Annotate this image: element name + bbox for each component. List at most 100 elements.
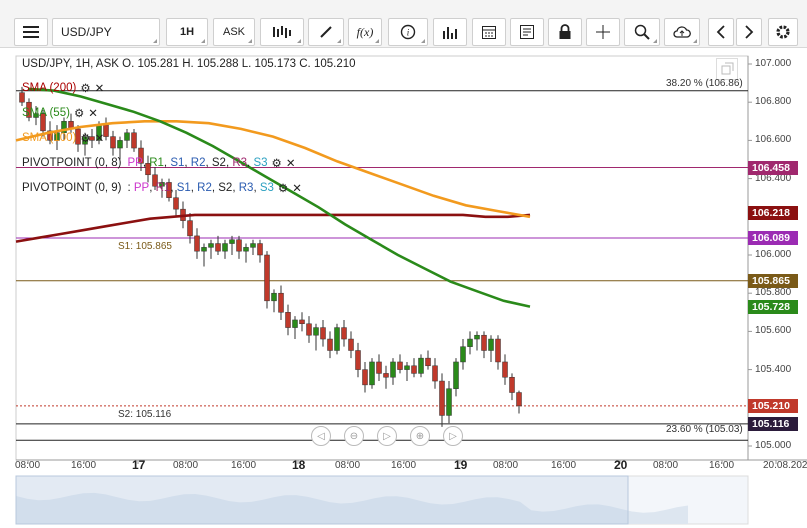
legend-sma100[interactable]: SMA (100) ⚙ ✕ (22, 131, 104, 145)
lock-icon (559, 24, 571, 39)
pivot-2-r2: R2 (197, 182, 212, 194)
dropdown-corner-icon (375, 39, 379, 43)
candle-body (341, 327, 347, 340)
legend-sma200[interactable]: SMA (200) ⚙ ✕ (22, 81, 104, 95)
dropdown-corner-icon (421, 39, 425, 43)
symbol-selector[interactable]: USD/JPY (52, 18, 160, 46)
pivot-1-pp: PP (127, 157, 143, 169)
pivot-2-s1: S1 (176, 182, 191, 194)
lock-button[interactable] (548, 18, 582, 46)
menu-button[interactable] (14, 18, 48, 46)
candle-body (481, 334, 487, 351)
previous-button[interactable] (708, 18, 734, 46)
candle-body (362, 369, 368, 386)
legend-pivot-2[interactable]: PIVOTPOINT (0, 9) : PP, R1, S1, R2, S2, … (22, 182, 302, 195)
calendar-button[interactable] (472, 18, 506, 46)
pivot-2-r3: R3 (238, 182, 254, 194)
price-type-selector[interactable]: ASK (213, 18, 255, 46)
crosshair-button[interactable] (586, 18, 620, 46)
price-chart-svg[interactable] (0, 48, 807, 528)
time-axis-label: 20 (614, 458, 628, 472)
gear-icon[interactable]: ⚙ (277, 183, 289, 195)
reset-view-button[interactable]: ▷ (377, 426, 397, 446)
candle-body (131, 132, 137, 149)
timeframe-label: 1H (179, 26, 195, 38)
time-axis-label: 16:00 (709, 460, 735, 471)
candle-body (173, 197, 179, 210)
chart-toolbar: USD/JPY 1H ASK f(x) i (0, 0, 807, 48)
candle-body (467, 338, 473, 347)
scroll-right-button[interactable]: ▷ (443, 426, 463, 446)
candle-body (215, 243, 221, 252)
price-tag: 105.865 (748, 273, 798, 288)
candle-body (26, 101, 32, 118)
candle-body (411, 365, 417, 374)
close-icon[interactable]: ✕ (94, 133, 105, 145)
svg-text:i: i (407, 28, 410, 38)
dropdown-corner-icon (153, 39, 157, 43)
candle-body (229, 239, 235, 244)
bar-chart-button[interactable] (433, 18, 467, 46)
scroll-left-button[interactable]: ◁ (311, 426, 331, 446)
fib-23-label: 23.60 % (105.03) (666, 424, 743, 435)
zoom-out-button[interactable]: ⊖ (344, 426, 364, 446)
candle-body (250, 243, 256, 248)
legend-pivot-1-label: PIVOTPOINT (0, 8) (22, 157, 122, 169)
pivot-1-r1: R1 (149, 157, 164, 169)
price-tag: 105.728 (748, 299, 798, 314)
settings-button[interactable] (768, 18, 798, 46)
dropdown-corner-icon (337, 39, 341, 43)
crosshair-icon (596, 25, 610, 39)
pivot-1-s2: S2 (211, 157, 226, 169)
function-button[interactable]: f(x) (348, 18, 382, 46)
zoom-button[interactable] (624, 18, 660, 46)
gear-icon[interactable]: ⚙ (271, 158, 282, 170)
time-axis-label: 08:00 (173, 460, 199, 471)
candle-body (243, 247, 249, 252)
candle-body (397, 361, 403, 370)
gear-icon[interactable]: ⚙ (73, 108, 85, 120)
expand-button[interactable] (716, 58, 738, 80)
indicator-icon: i (400, 24, 416, 40)
zoom-in-button[interactable]: ⊕ (410, 426, 430, 446)
news-button[interactable] (510, 18, 544, 46)
plot-frame (15, 55, 749, 461)
pivot-2-r1: R1 (155, 182, 171, 194)
chart-style-button[interactable] (260, 18, 304, 46)
candle-body (40, 113, 46, 132)
gear-icon[interactable]: ⚙ (80, 83, 91, 95)
timeframe-selector[interactable]: 1H (166, 18, 208, 46)
price-axis-label: 105.600 (755, 325, 792, 337)
close-icon[interactable]: ✕ (285, 158, 296, 170)
gear-icon[interactable]: ⚙ (80, 133, 91, 145)
function-icon: f(x) (356, 24, 374, 39)
time-axis-label: 16:00 (551, 460, 577, 471)
candle-body (369, 361, 375, 386)
price-axis-label: 107.000 (755, 58, 792, 69)
dropdown-corner-icon (297, 39, 301, 43)
candle-body (264, 254, 270, 302)
pivot-1-r2: R2 (190, 157, 206, 169)
next-button[interactable] (736, 18, 762, 46)
indicator-button[interactable]: i (388, 18, 428, 46)
close-icon[interactable]: ✕ (88, 108, 98, 120)
legend-pivot-2-label: PIVOTPOINT (0, 9) (22, 182, 122, 194)
candle-body (383, 373, 389, 378)
sma55-line (27, 87, 531, 308)
candle-body (495, 338, 501, 363)
candle-body (47, 130, 53, 141)
close-icon[interactable]: ✕ (292, 183, 302, 195)
candle-body (320, 327, 326, 340)
time-axis-label: 08:00 (493, 460, 519, 471)
legend-sma55[interactable]: SMA (55) ⚙ ✕ (22, 106, 98, 120)
chart-area[interactable]: USD/JPY, 1H, ASK O. 105.281 H. 105.288 L… (0, 48, 807, 528)
legend-pivot-1[interactable]: PIVOTPOINT (0, 8) PP, R1, S1, R2, S2, R3… (22, 157, 296, 170)
cloud-upload-button[interactable] (664, 18, 700, 46)
draw-tool-button[interactable] (308, 18, 344, 46)
candle-body (61, 121, 67, 134)
candle-body (390, 361, 396, 378)
time-axis-label: 16:00 (391, 460, 417, 471)
close-icon[interactable]: ✕ (94, 83, 105, 95)
pivot-2-pp: PP (133, 182, 150, 194)
symbol-label: USD/JPY (61, 25, 112, 39)
